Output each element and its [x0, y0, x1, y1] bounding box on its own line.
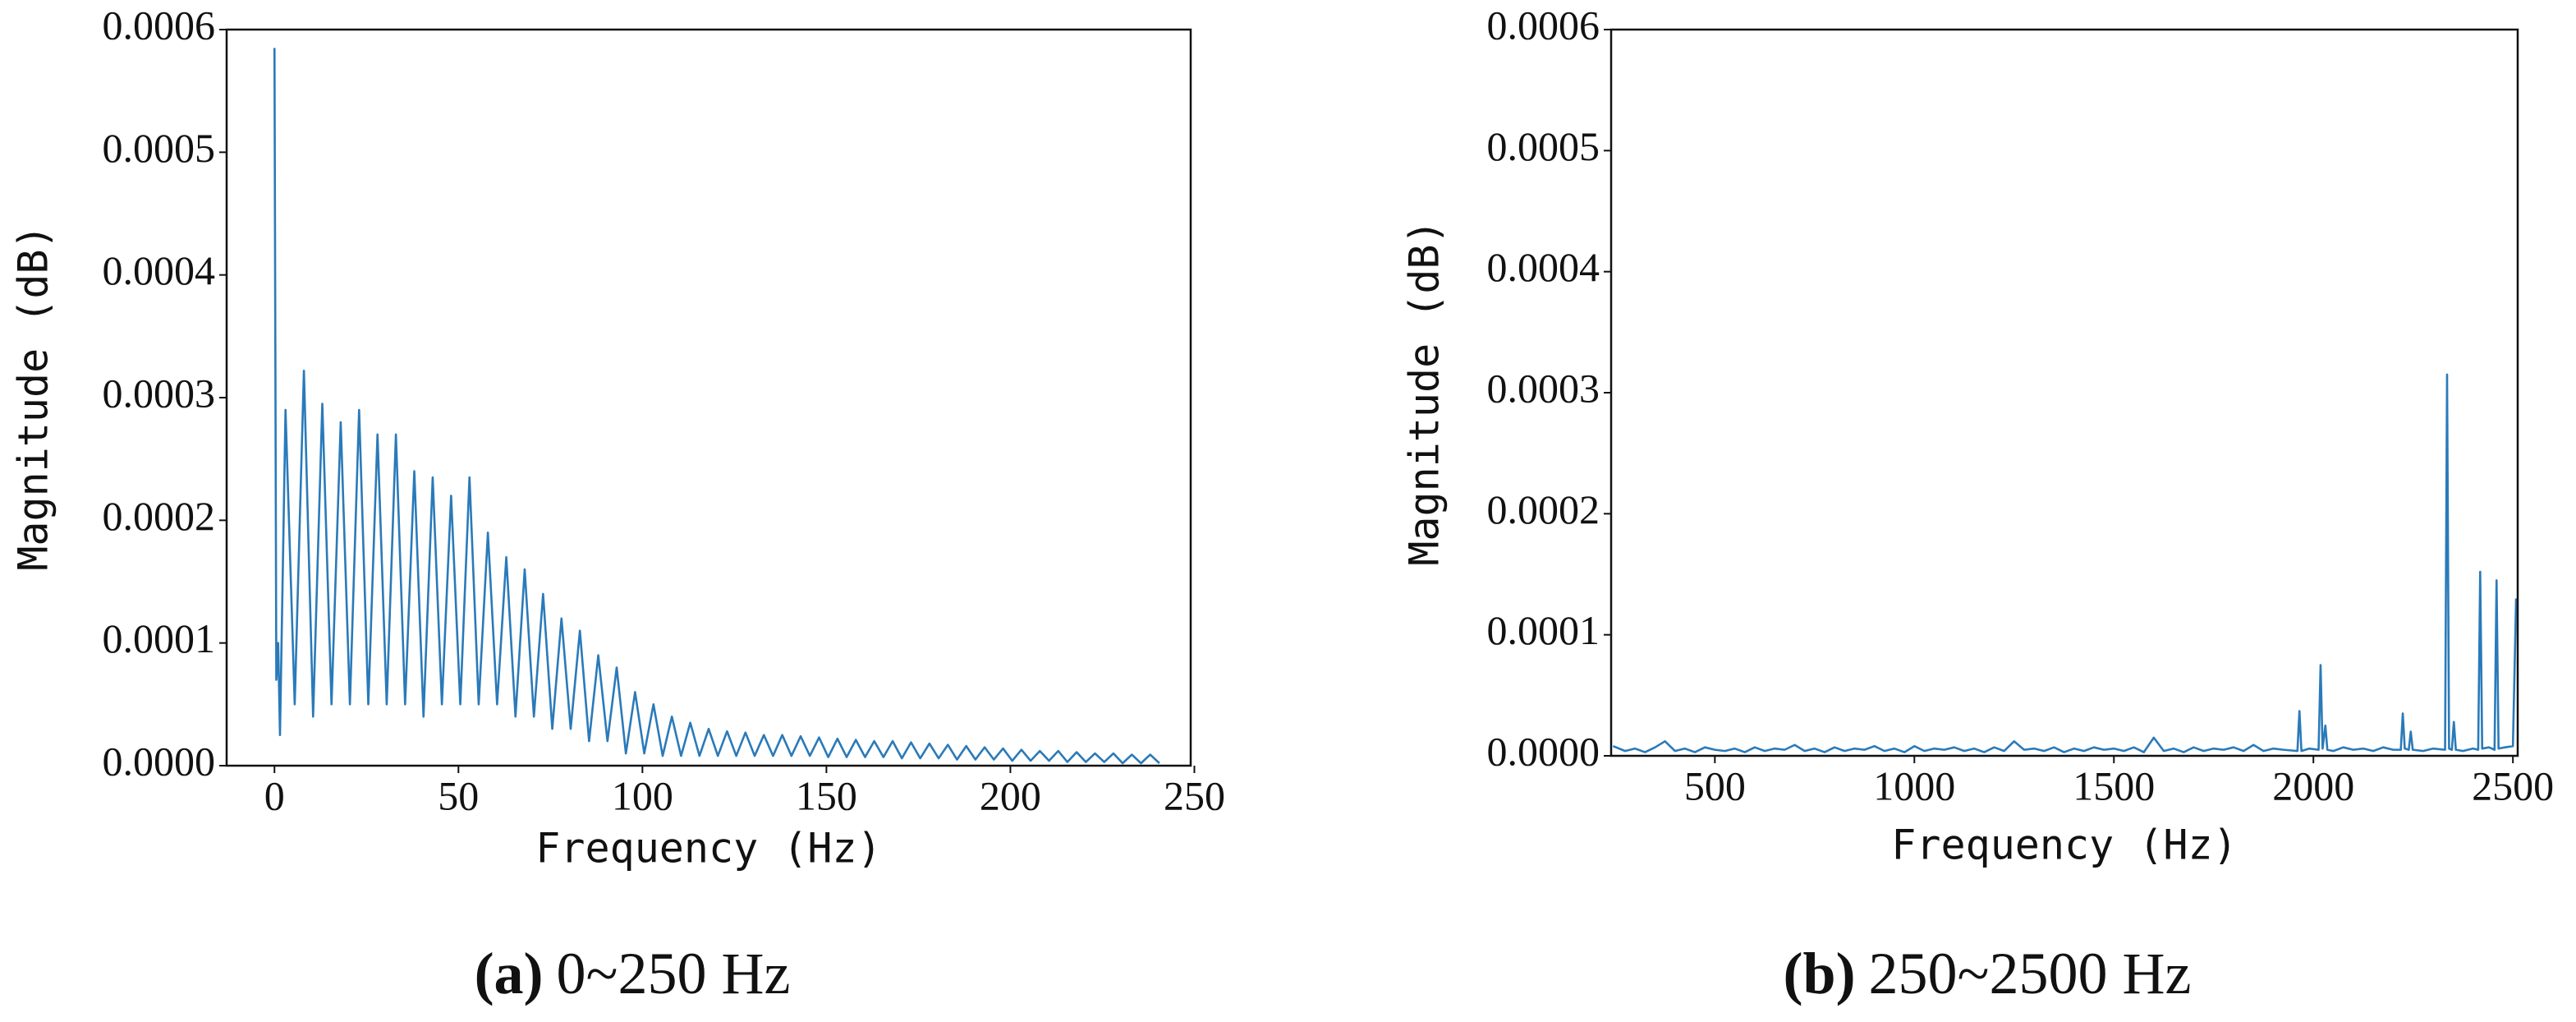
y-axis-label: Magnitude (dB)	[1401, 219, 1449, 565]
y-axis-label: Magnitude (dB)	[10, 224, 57, 570]
y-tick-label: 0.0001	[1487, 607, 1600, 653]
y-tick-label: 0.0000	[1487, 728, 1600, 774]
y-tick-label: 0.0002	[103, 493, 216, 539]
caption: (a) 0~250 Hz	[475, 941, 791, 1006]
x-tick-label: 150	[796, 772, 857, 818]
caption: (b) 250~2500 Hz	[1784, 941, 2192, 1006]
x-tick-label: 100	[612, 772, 673, 818]
x-tick-label: 50	[438, 772, 479, 818]
caption-label: (a)	[475, 941, 544, 1006]
data-line	[1612, 373, 2518, 753]
x-tick-label: 0	[264, 772, 285, 818]
y-tick-label: 0.0004	[1487, 244, 1600, 290]
x-tick-label: 1500	[2073, 762, 2155, 808]
y-tick-label: 0.0004	[103, 247, 216, 293]
plot-area	[1612, 373, 2518, 753]
y-tick-label: 0.0000	[103, 738, 216, 784]
x-tick-label: 250	[1164, 772, 1225, 818]
x-tick-label: 1000	[1873, 762, 1955, 808]
y-tick-label: 0.0005	[1487, 123, 1600, 169]
y-tick-label: 0.0003	[1487, 365, 1600, 411]
y-tick-label: 0.0003	[103, 370, 216, 416]
y-tick-label: 0.0001	[103, 615, 216, 661]
caption-text: 250~2500 Hz	[1869, 941, 2192, 1006]
y-tick-label: 0.0006	[1487, 2, 1600, 48]
x-axis-label: Frequency (Hz)	[1891, 822, 2237, 869]
plot-area	[273, 48, 1160, 765]
x-tick-label: 2500	[2472, 762, 2554, 808]
caption-label: (b)	[1784, 941, 1856, 1006]
x-tick-label: 2000	[2272, 762, 2354, 808]
axes-frame	[1609, 28, 2519, 757]
caption-text: 0~250 Hz	[557, 941, 791, 1006]
data-line	[273, 48, 1160, 765]
y-tick-label: 0.0006	[103, 2, 216, 48]
x-tick-label: 500	[1684, 762, 1746, 808]
y-tick-label: 0.0002	[1487, 486, 1600, 532]
x-axis-label: Frequency (Hz)	[535, 825, 881, 872]
y-tick-label: 0.0005	[103, 125, 216, 171]
x-tick-label: 200	[980, 772, 1041, 818]
axes-frame	[225, 28, 1192, 767]
